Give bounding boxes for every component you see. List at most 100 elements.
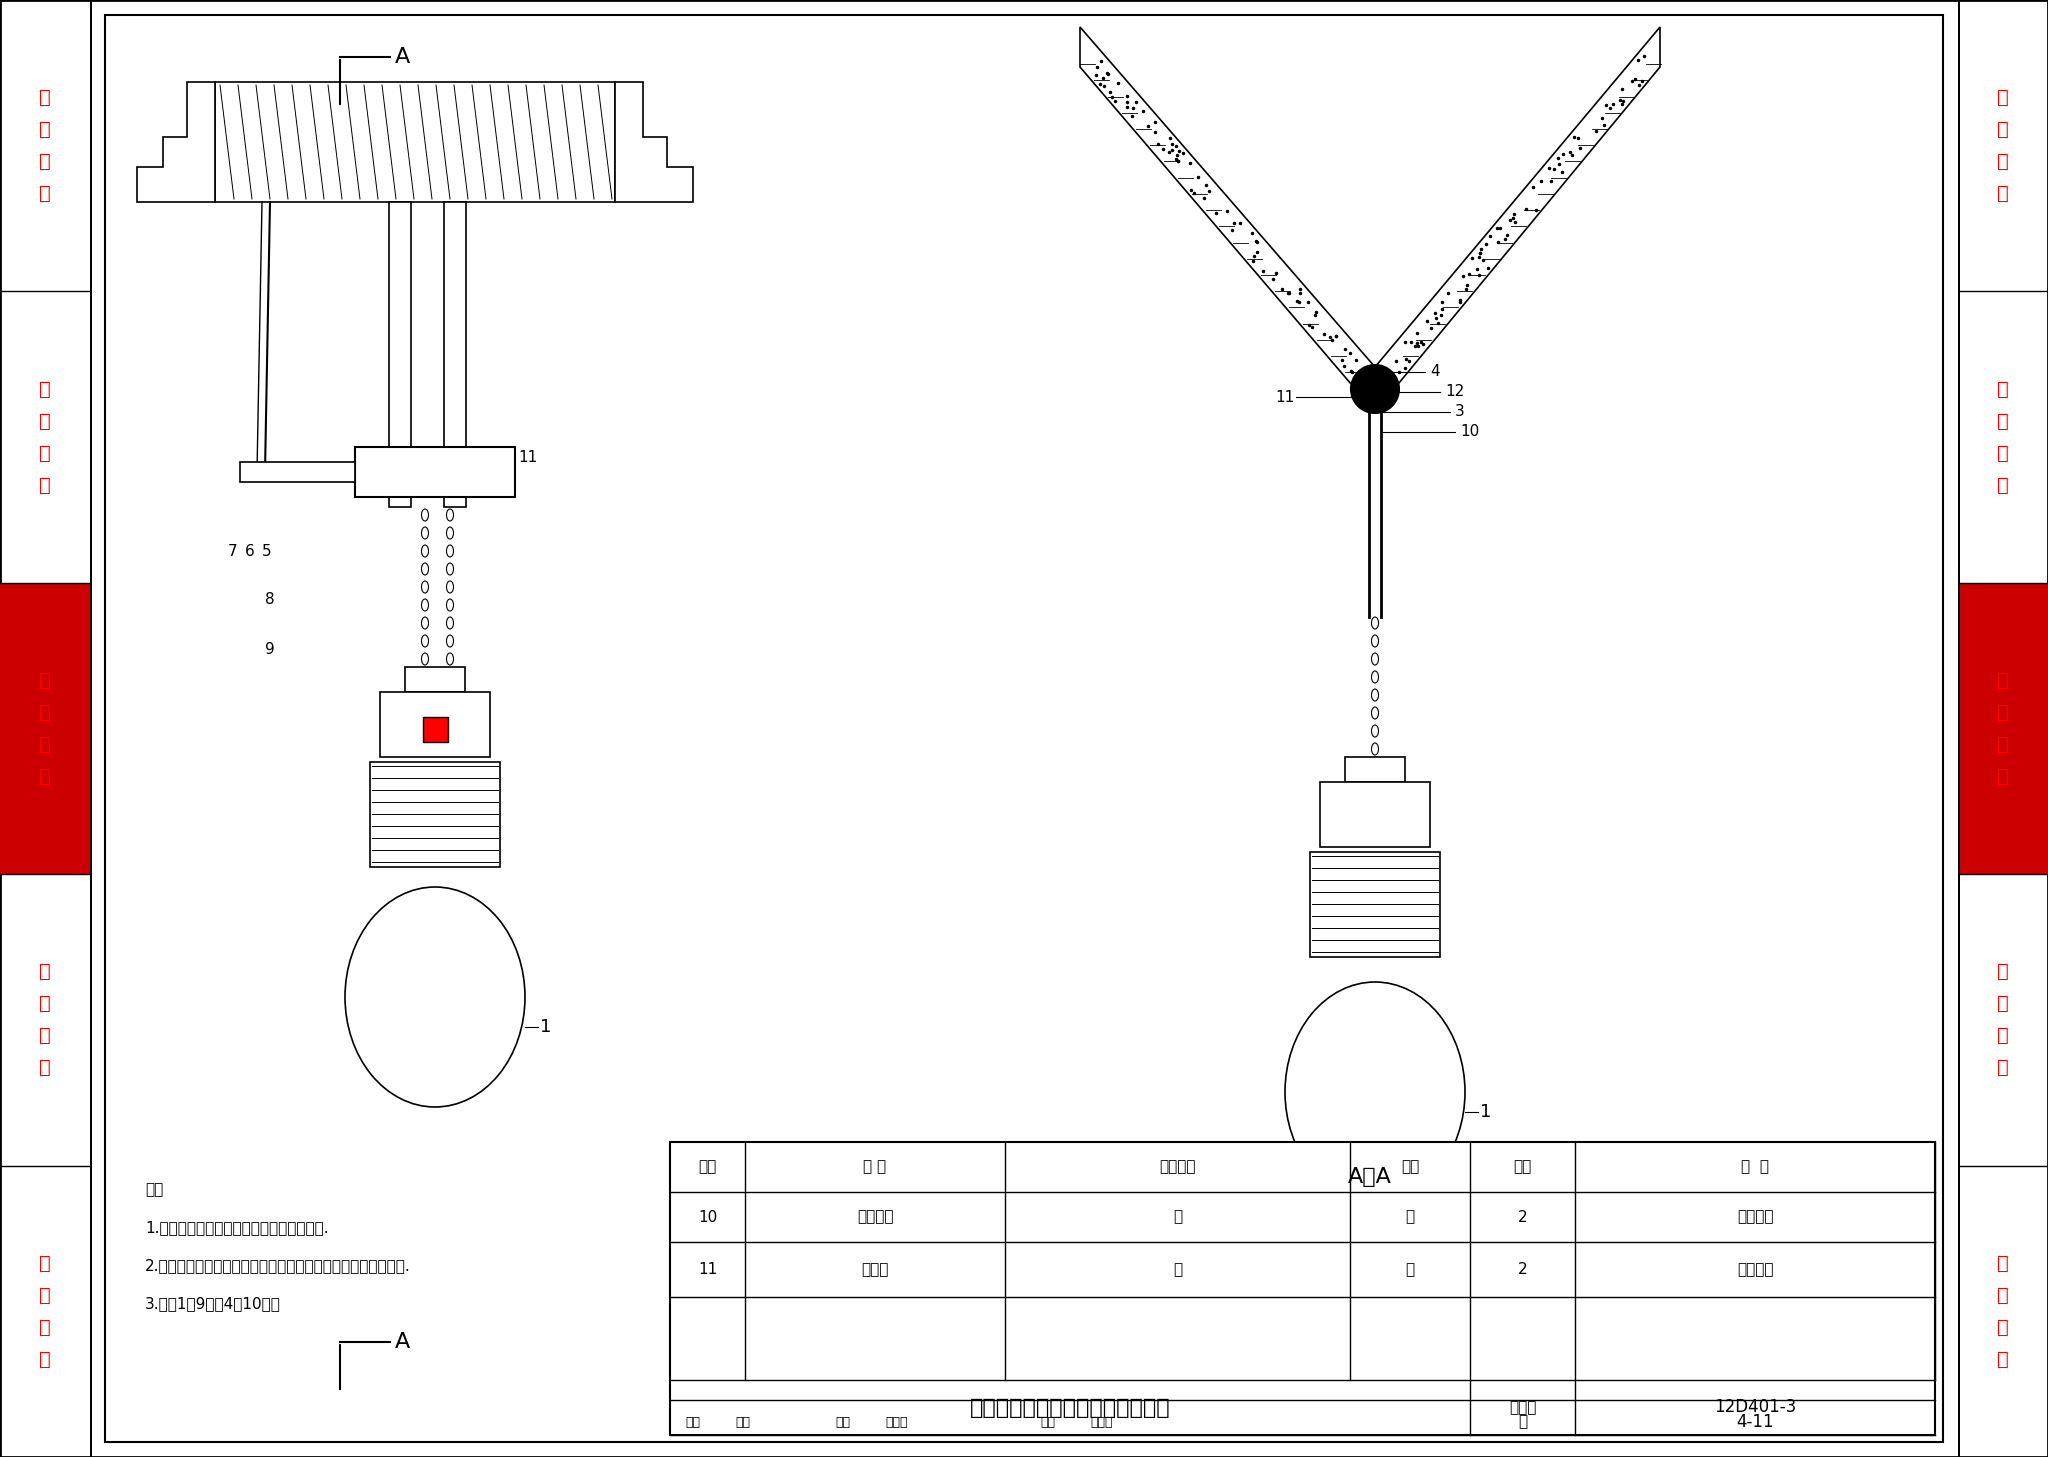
Text: 2.图中吊杆和钢管固定架也可用市售专用成品代替，例如伞形卡.: 2.图中吊杆和钢管固定架也可用市售专用成品代替，例如伞形卡. xyxy=(145,1257,412,1273)
Text: 防爆灯吊链式安装（折板屋面下）: 防爆灯吊链式安装（折板屋面下） xyxy=(969,1397,1169,1418)
Text: 设: 设 xyxy=(1997,443,2009,463)
Text: 具: 具 xyxy=(1997,766,2009,785)
Text: 设: 设 xyxy=(39,1026,51,1046)
Text: 7: 7 xyxy=(227,545,238,559)
Bar xyxy=(215,82,614,203)
Bar xyxy=(1960,583,2048,874)
Text: 2: 2 xyxy=(1518,1209,1528,1224)
Text: 12: 12 xyxy=(1446,385,1464,399)
Text: 2: 2 xyxy=(1518,1262,1528,1276)
Bar xyxy=(424,717,449,742)
Text: 11: 11 xyxy=(1276,389,1294,405)
Text: 6: 6 xyxy=(246,545,254,559)
Bar xyxy=(371,762,500,867)
Text: 3: 3 xyxy=(1454,405,1464,420)
Text: 隔: 隔 xyxy=(1997,89,2009,108)
Text: 力: 力 xyxy=(39,411,51,431)
Text: 型号规格: 型号规格 xyxy=(1159,1160,1196,1174)
Text: 4-11: 4-11 xyxy=(1737,1413,1774,1431)
Text: 5: 5 xyxy=(262,545,272,559)
Bar xyxy=(240,462,354,482)
Text: 套: 套 xyxy=(1405,1209,1415,1224)
Text: 11: 11 xyxy=(698,1262,717,1276)
Text: 审核: 审核 xyxy=(684,1416,700,1428)
Text: 料: 料 xyxy=(39,1349,51,1368)
Text: 连接卡: 连接卡 xyxy=(862,1262,889,1276)
Text: 设计: 设计 xyxy=(1040,1416,1055,1428)
Text: 10: 10 xyxy=(1460,424,1479,440)
Text: 灯具配套: 灯具配套 xyxy=(1737,1209,1774,1224)
Ellipse shape xyxy=(344,887,524,1107)
Text: 备: 备 xyxy=(1997,1058,2009,1077)
Polygon shape xyxy=(137,82,215,203)
Bar xyxy=(104,15,1944,1442)
Text: 备: 备 xyxy=(39,475,51,494)
Text: A: A xyxy=(395,1332,410,1352)
Text: 电: 电 xyxy=(1997,994,2009,1014)
Text: 料: 料 xyxy=(1997,1349,2009,1368)
Text: 1: 1 xyxy=(1481,1103,1491,1120)
Text: 备: 备 xyxy=(1997,475,2009,494)
Bar xyxy=(0,583,90,874)
Text: 套: 套 xyxy=(1405,1262,1415,1276)
Text: 明: 明 xyxy=(39,702,51,723)
Text: 技: 技 xyxy=(1997,1254,2009,1273)
Polygon shape xyxy=(1079,28,1374,412)
Text: 动: 动 xyxy=(39,380,51,399)
Text: 图集号: 图集号 xyxy=(1509,1400,1536,1415)
Text: 灯: 灯 xyxy=(1997,734,2009,755)
Text: 11: 11 xyxy=(518,450,537,465)
Text: 弱: 弱 xyxy=(39,963,51,982)
Text: 4: 4 xyxy=(1430,364,1440,379)
Text: －: － xyxy=(1174,1209,1182,1224)
Text: A: A xyxy=(395,47,410,67)
Bar xyxy=(1321,782,1430,847)
Text: 单位: 单位 xyxy=(1401,1160,1419,1174)
Bar xyxy=(406,667,465,692)
Text: 力: 力 xyxy=(1997,411,2009,431)
Text: 动: 动 xyxy=(1997,380,2009,399)
Text: 封: 封 xyxy=(1997,184,2009,203)
Text: 3.编号1～9见第4－10页。: 3.编号1～9见第4－10页。 xyxy=(145,1295,281,1311)
Text: 技: 技 xyxy=(39,1254,51,1273)
Text: 术: 术 xyxy=(39,1285,51,1305)
Text: 资: 资 xyxy=(1997,1317,2009,1338)
Text: 备  注: 备 注 xyxy=(1741,1160,1769,1174)
Bar xyxy=(354,447,514,497)
Text: 9: 9 xyxy=(264,641,274,657)
Text: 照: 照 xyxy=(1997,672,2009,691)
Text: 王勤东: 王勤东 xyxy=(885,1416,907,1428)
Bar xyxy=(1311,852,1440,957)
Text: 离: 离 xyxy=(39,119,51,140)
Text: 备: 备 xyxy=(39,1058,51,1077)
Bar xyxy=(444,203,467,507)
Text: 离: 离 xyxy=(1997,119,2009,140)
Text: 信大庆: 信大庆 xyxy=(1090,1416,1112,1428)
Text: 资: 资 xyxy=(39,1317,51,1338)
Text: 名 称: 名 称 xyxy=(864,1160,887,1174)
Text: －: － xyxy=(1174,1262,1182,1276)
Text: 电: 电 xyxy=(39,994,51,1014)
Text: 校对: 校对 xyxy=(836,1416,850,1428)
Ellipse shape xyxy=(1284,982,1464,1202)
Text: 1.本图用于在折板屋面下吊杆式安装防爆灯.: 1.本图用于在折板屋面下吊杆式安装防爆灯. xyxy=(145,1220,328,1236)
Text: 灯具配套: 灯具配套 xyxy=(1737,1262,1774,1276)
Text: 封: 封 xyxy=(39,184,51,203)
Text: 具: 具 xyxy=(39,766,51,785)
Text: 弱: 弱 xyxy=(1997,963,2009,982)
Text: 术: 术 xyxy=(1997,1285,2009,1305)
Text: 10: 10 xyxy=(698,1209,717,1224)
Text: 明: 明 xyxy=(1997,702,2009,723)
Text: 隔: 隔 xyxy=(39,89,51,108)
Text: 照: 照 xyxy=(39,672,51,691)
Text: A－A: A－A xyxy=(1348,1167,1393,1187)
Bar xyxy=(381,692,489,758)
Text: 数量: 数量 xyxy=(1513,1160,1532,1174)
Text: 灯具吊链: 灯具吊链 xyxy=(856,1209,893,1224)
Bar xyxy=(389,203,412,507)
Polygon shape xyxy=(1374,28,1661,412)
Text: 页: 页 xyxy=(1518,1415,1528,1429)
Text: 8: 8 xyxy=(264,592,274,606)
Text: 12D401-3: 12D401-3 xyxy=(1714,1399,1796,1416)
Bar xyxy=(670,1142,1935,1435)
